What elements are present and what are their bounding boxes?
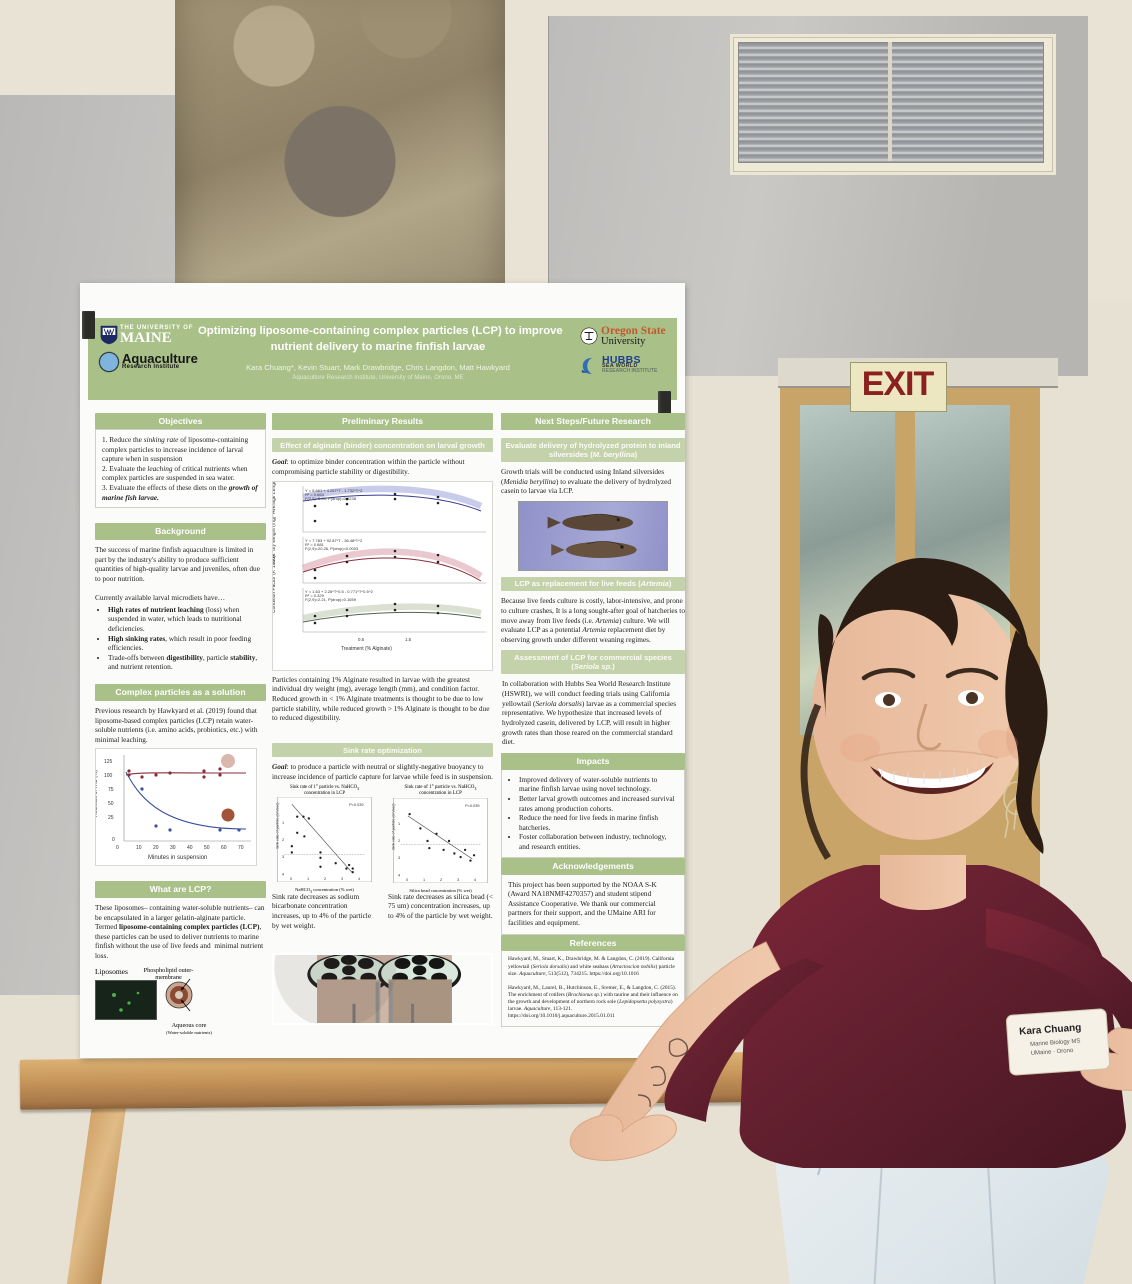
svg-text:2: 2 (324, 878, 326, 882)
svg-text:50: 50 (204, 845, 210, 851)
svg-text:2: 2 (398, 839, 400, 843)
svg-text:3: 3 (398, 856, 400, 860)
svg-text:F(2,9)=5.89, P(drop)=0.0238: F(2,9)=5.89, P(drop)=0.0238 (305, 496, 357, 501)
svg-text:F(2,9)=2.21, P(drop)=0.1659: F(2,9)=2.21, P(drop)=0.1659 (305, 597, 357, 602)
svg-text:0: 0 (112, 837, 115, 843)
svg-text:F(2,9)=20.26, P(drop)=0.0003: F(2,9)=20.26, P(drop)=0.0003 (305, 546, 359, 551)
svg-text:3: 3 (341, 878, 343, 882)
svg-text:Sink rate of particle (cm/sec): Sink rate of particle (cm/sec) (275, 803, 279, 849)
svg-text:2: 2 (282, 838, 284, 842)
svg-text:3: 3 (457, 878, 459, 882)
svg-text:30: 30 (170, 845, 176, 851)
svg-text:50: 50 (108, 801, 114, 807)
svg-text:Treatment (% Alginate): Treatment (% Alginate) (341, 646, 392, 652)
svg-text:60: 60 (221, 845, 227, 851)
svg-text:1.5: 1.5 (405, 637, 412, 642)
svg-text:2: 2 (440, 878, 442, 882)
svg-text:1: 1 (307, 878, 309, 882)
svg-text:40: 40 (187, 845, 193, 851)
svg-text:25: 25 (108, 815, 114, 821)
svg-text:75: 75 (108, 787, 114, 793)
svg-text:10: 10 (136, 845, 142, 851)
svg-text:100: 100 (104, 773, 113, 779)
svg-text:1: 1 (423, 878, 425, 882)
svg-text:125: 125 (104, 759, 113, 765)
svg-text:1: 1 (282, 821, 284, 825)
svg-text:70: 70 (238, 845, 244, 851)
svg-text:P<0.039: P<0.039 (349, 803, 363, 807)
svg-text:Condition Factor (K*1000): Condition Factor (K*1000) (273, 555, 277, 613)
svg-text:P=0.039: P=0.039 (465, 804, 479, 808)
svg-text:0.5: 0.5 (358, 637, 365, 642)
svg-text:3: 3 (282, 855, 284, 859)
svg-text:0: 0 (290, 878, 292, 882)
svg-text:Sink rate of particle (cm/sec): Sink rate of particle (cm/sec) (391, 803, 395, 849)
svg-text:Average Length (mm): Average Length (mm) (273, 482, 277, 514)
svg-text:Minutes in suspension: Minutes in suspension (148, 855, 207, 861)
svg-text:Retention of TAU (%): Retention of TAU (%) (96, 770, 99, 817)
svg-text:20: 20 (153, 845, 159, 851)
svg-text:0: 0 (116, 845, 119, 851)
svg-text:1: 1 (398, 822, 400, 826)
svg-text:0: 0 (406, 878, 408, 882)
